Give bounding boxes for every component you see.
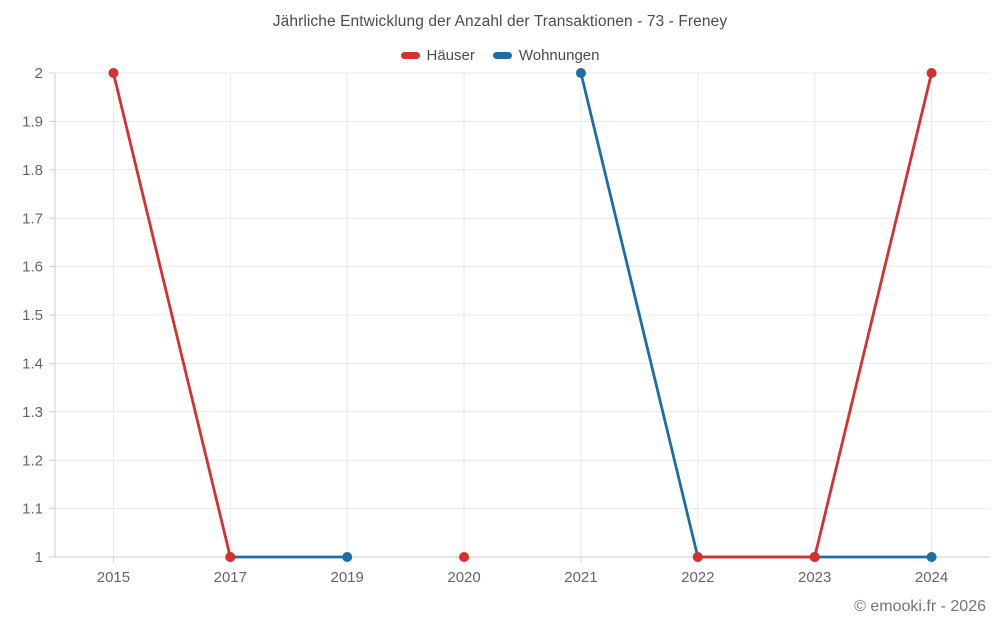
legend-label: Häuser xyxy=(426,47,475,64)
x-tick-label: 2017 xyxy=(214,569,247,586)
x-tick-label: 2022 xyxy=(681,569,714,586)
data-point-häuser xyxy=(692,552,703,562)
legend-item-häuser[interactable]: Häuser xyxy=(400,47,475,64)
y-tick-label: 1.7 xyxy=(22,210,43,227)
y-tick-label: 1.4 xyxy=(22,356,43,373)
data-point-wohnungen xyxy=(342,552,353,562)
x-tick-label: 2019 xyxy=(331,569,364,586)
copyright: © emooki.fr - 2026 xyxy=(854,598,986,615)
x-tick-label: 2024 xyxy=(915,569,948,586)
y-tick-label: 2 xyxy=(35,65,43,82)
series-line-häuser xyxy=(112,71,232,559)
chart-title: Jährliche Entwicklung der Anzahl der Tra… xyxy=(272,13,728,30)
legend-swatch-icon xyxy=(400,52,420,59)
y-tick-label: 1.6 xyxy=(22,259,43,276)
x-tick-label: 2020 xyxy=(447,569,480,586)
data-point-häuser xyxy=(108,68,119,78)
y-tick-label: 1.3 xyxy=(22,404,43,421)
data-point-wohnungen xyxy=(575,68,586,78)
y-tick-label: 1.8 xyxy=(22,162,43,179)
data-point-häuser xyxy=(459,552,470,562)
x-tick-label: 2021 xyxy=(564,569,597,586)
data-point-wohnungen xyxy=(926,552,937,562)
y-tick-label: 1.5 xyxy=(22,307,43,324)
y-tick-label: 1.9 xyxy=(22,114,43,131)
data-point-häuser xyxy=(926,68,937,78)
legend-item-wohnungen[interactable]: Wohnungen xyxy=(492,47,600,64)
data-point-häuser xyxy=(225,552,236,562)
x-tick-label: 2023 xyxy=(798,569,831,586)
legend-swatch-icon xyxy=(492,52,512,59)
x-tick-label: 2015 xyxy=(97,569,130,586)
legend: Häuser Wohnungen xyxy=(0,47,1000,64)
y-tick-label: 1 xyxy=(35,549,43,566)
y-tick-label: 1.2 xyxy=(22,452,43,469)
data-point-häuser xyxy=(809,552,820,562)
y-tick-label: 1.1 xyxy=(22,501,43,518)
legend-label: Wohnungen xyxy=(518,47,600,64)
